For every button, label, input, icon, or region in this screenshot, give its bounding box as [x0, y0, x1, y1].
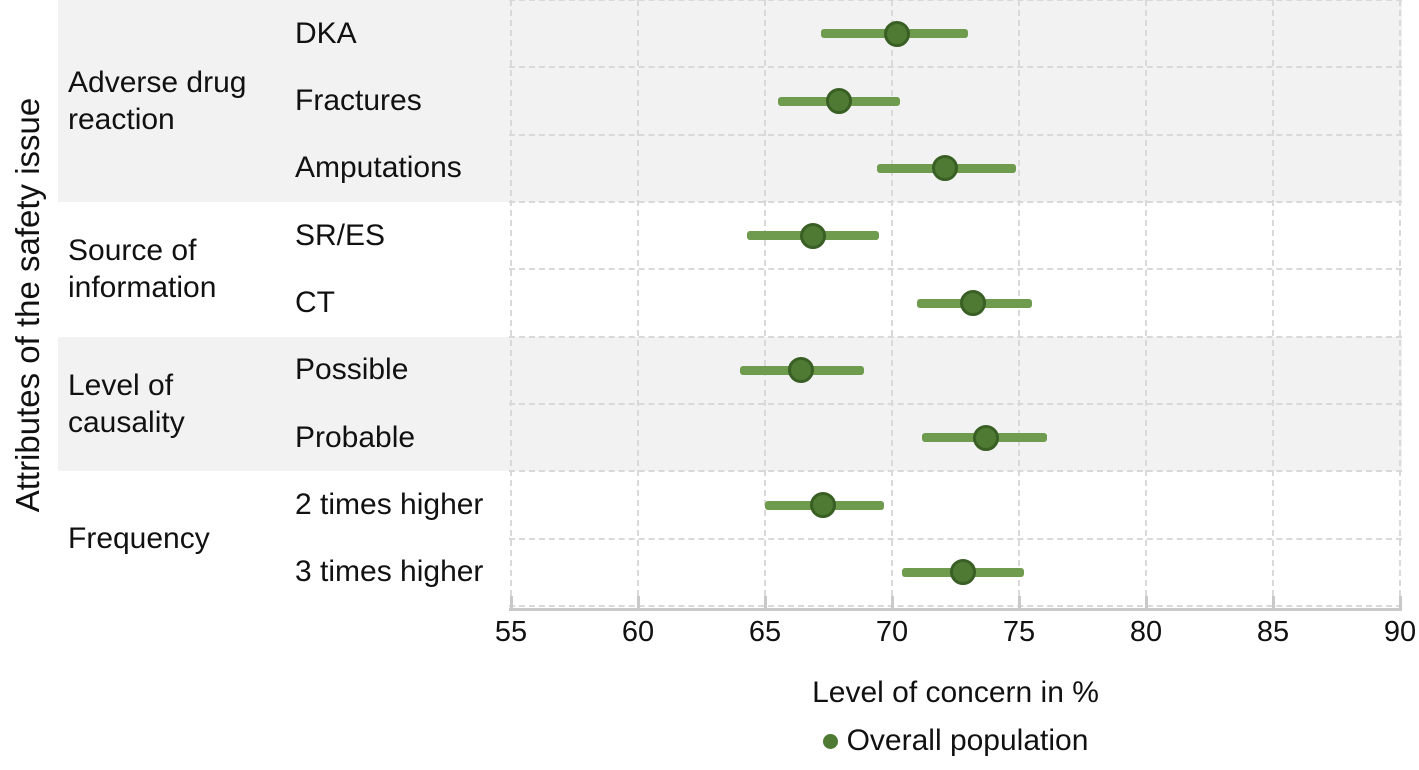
x-tick-label: 65: [748, 616, 782, 648]
horizontal-gridline: [509, 537, 1402, 540]
horizontal-gridline: [509, 470, 1402, 473]
x-tick-label: 85: [1256, 616, 1290, 648]
x-axis-tick: [1271, 596, 1275, 608]
y-axis-title: Attributes of the safety issue: [9, 97, 46, 513]
x-axis-tick: [1017, 596, 1021, 608]
x-tick-label: 60: [621, 616, 655, 648]
vertical-gridline: [510, 0, 512, 606]
legend: Overall population: [509, 724, 1402, 758]
group-label: Frequency: [68, 522, 210, 556]
row-item-label: Amputations: [295, 151, 462, 185]
x-tick-label: 90: [1383, 616, 1417, 648]
x-tick-label: 55: [494, 616, 528, 648]
horizontal-gridline: [509, 0, 1402, 1]
point-estimate-dot: [825, 88, 852, 114]
x-axis-tick: [763, 596, 767, 608]
legend-marker-icon: [822, 733, 838, 749]
horizontal-gridline: [509, 605, 1402, 607]
horizontal-gridline: [509, 268, 1402, 271]
point-estimate-dot: [884, 20, 911, 47]
row-item-label: CT: [295, 285, 335, 319]
vertical-gridline: [1145, 0, 1147, 606]
point-estimate-dot: [787, 357, 814, 384]
vertical-gridline: [1272, 0, 1274, 606]
x-axis-tick: [1398, 596, 1402, 608]
legend-label: Overall population: [846, 724, 1089, 757]
x-axis-tick: [509, 596, 513, 608]
horizontal-gridline: [509, 403, 1402, 405]
horizontal-gridline: [509, 335, 1402, 338]
group-label: Source of information: [68, 234, 217, 305]
row-item-label: 3 times higher: [295, 555, 484, 589]
group-label: Adverse drug reaction: [68, 66, 247, 136]
x-tick-label: 80: [1129, 616, 1163, 648]
point-estimate-dot: [800, 222, 827, 249]
vertical-gridline: [1399, 0, 1401, 606]
vertical-gridline: [764, 0, 766, 606]
row-item-label: Fractures: [295, 83, 422, 117]
row-item-label: DKA: [295, 16, 357, 50]
point-estimate-dot: [810, 492, 837, 518]
point-estimate-dot: [950, 559, 977, 586]
vertical-gridline: [637, 0, 639, 606]
horizontal-gridline: [509, 66, 1402, 69]
x-axis-line: [509, 608, 1402, 611]
x-axis-tick: [1144, 596, 1148, 608]
point-estimate-dot: [932, 155, 959, 182]
horizontal-gridline: [509, 133, 1402, 136]
x-axis-tick: [890, 596, 894, 608]
point-estimate-dot: [972, 424, 999, 451]
point-estimate-dot: [960, 290, 987, 316]
x-axis-tick: [636, 596, 640, 608]
x-tick-label: 70: [875, 616, 909, 648]
vertical-gridline: [891, 0, 893, 606]
row-item-label: SR/ES: [295, 218, 386, 252]
row-item-label: Probable: [295, 420, 416, 454]
x-tick-label: 75: [1002, 616, 1036, 648]
group-band: [58, 0, 1402, 202]
group-label: Level of causality: [68, 368, 185, 439]
row-item-label: 2 times higher: [295, 487, 484, 521]
row-item-label: Possible: [295, 353, 409, 387]
horizontal-gridline: [509, 201, 1402, 203]
x-axis-title: Level of concern in %: [812, 676, 1099, 709]
